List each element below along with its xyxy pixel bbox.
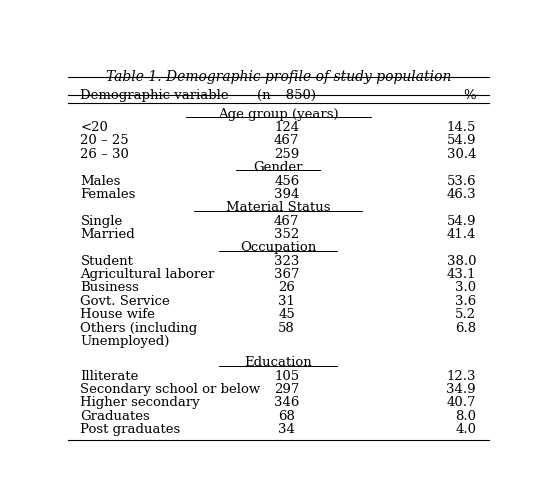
Text: Others (including: Others (including xyxy=(80,322,198,334)
Text: Unemployed): Unemployed) xyxy=(80,335,170,348)
Text: 259: 259 xyxy=(274,148,299,161)
Text: Single: Single xyxy=(80,214,123,228)
Text: 31: 31 xyxy=(278,295,295,308)
Text: Higher secondary: Higher secondary xyxy=(80,396,200,409)
Text: %: % xyxy=(463,89,476,102)
Text: 30.4: 30.4 xyxy=(446,148,476,161)
Text: Student: Student xyxy=(80,255,134,268)
Text: 54.9: 54.9 xyxy=(446,134,476,147)
Text: 34: 34 xyxy=(278,423,295,436)
Text: 58: 58 xyxy=(279,322,295,334)
Text: Females: Females xyxy=(80,188,136,201)
Text: 4.0: 4.0 xyxy=(455,423,476,436)
Text: 43.1: 43.1 xyxy=(446,268,476,281)
Text: 26 – 30: 26 – 30 xyxy=(80,148,129,161)
Text: Males: Males xyxy=(80,174,121,188)
Text: Material Status: Material Status xyxy=(226,202,331,214)
Text: 5.2: 5.2 xyxy=(455,308,476,321)
Text: 41.4: 41.4 xyxy=(447,228,476,241)
Text: Govt. Service: Govt. Service xyxy=(80,295,171,308)
Text: 456: 456 xyxy=(274,174,299,188)
Text: Business: Business xyxy=(80,282,140,294)
Text: 54.9: 54.9 xyxy=(446,214,476,228)
Text: 3.6: 3.6 xyxy=(455,295,476,308)
Text: 394: 394 xyxy=(274,188,299,201)
Text: 14.5: 14.5 xyxy=(447,121,476,134)
Text: Table 1. Demographic profile of study population: Table 1. Demographic profile of study po… xyxy=(105,70,451,84)
Text: 12.3: 12.3 xyxy=(446,370,476,382)
Text: 124: 124 xyxy=(274,121,299,134)
Text: (n – 850): (n – 850) xyxy=(257,89,316,102)
Text: 34.9: 34.9 xyxy=(446,383,476,396)
Text: 6.8: 6.8 xyxy=(455,322,476,334)
Text: 53.6: 53.6 xyxy=(446,174,476,188)
Text: 323: 323 xyxy=(274,255,299,268)
Text: 352: 352 xyxy=(274,228,299,241)
Text: <20: <20 xyxy=(80,121,109,134)
Text: Married: Married xyxy=(80,228,135,241)
Text: House wife: House wife xyxy=(80,308,155,321)
Text: Graduates: Graduates xyxy=(80,410,150,423)
Text: 297: 297 xyxy=(274,383,299,396)
Text: 26: 26 xyxy=(278,282,295,294)
Text: 367: 367 xyxy=(274,268,299,281)
Text: 20 – 25: 20 – 25 xyxy=(80,134,129,147)
Text: 40.7: 40.7 xyxy=(446,396,476,409)
Text: 46.3: 46.3 xyxy=(446,188,476,201)
Text: Gender: Gender xyxy=(254,161,303,174)
Text: Education: Education xyxy=(244,356,312,370)
Text: Age group (years): Age group (years) xyxy=(218,108,339,120)
Text: 467: 467 xyxy=(274,214,299,228)
Text: 105: 105 xyxy=(274,370,299,382)
Text: Illiterate: Illiterate xyxy=(80,370,139,382)
Text: 3.0: 3.0 xyxy=(455,282,476,294)
Text: 45: 45 xyxy=(279,308,295,321)
Text: 38.0: 38.0 xyxy=(446,255,476,268)
Text: 68: 68 xyxy=(278,410,295,423)
Text: Agricultural laborer: Agricultural laborer xyxy=(80,268,215,281)
Text: Occupation: Occupation xyxy=(240,242,317,254)
Text: Demographic variable: Demographic variable xyxy=(80,89,229,102)
Text: 8.0: 8.0 xyxy=(455,410,476,423)
Text: Secondary school or below: Secondary school or below xyxy=(80,383,261,396)
Text: 467: 467 xyxy=(274,134,299,147)
Text: Post graduates: Post graduates xyxy=(80,423,181,436)
Text: 346: 346 xyxy=(274,396,299,409)
